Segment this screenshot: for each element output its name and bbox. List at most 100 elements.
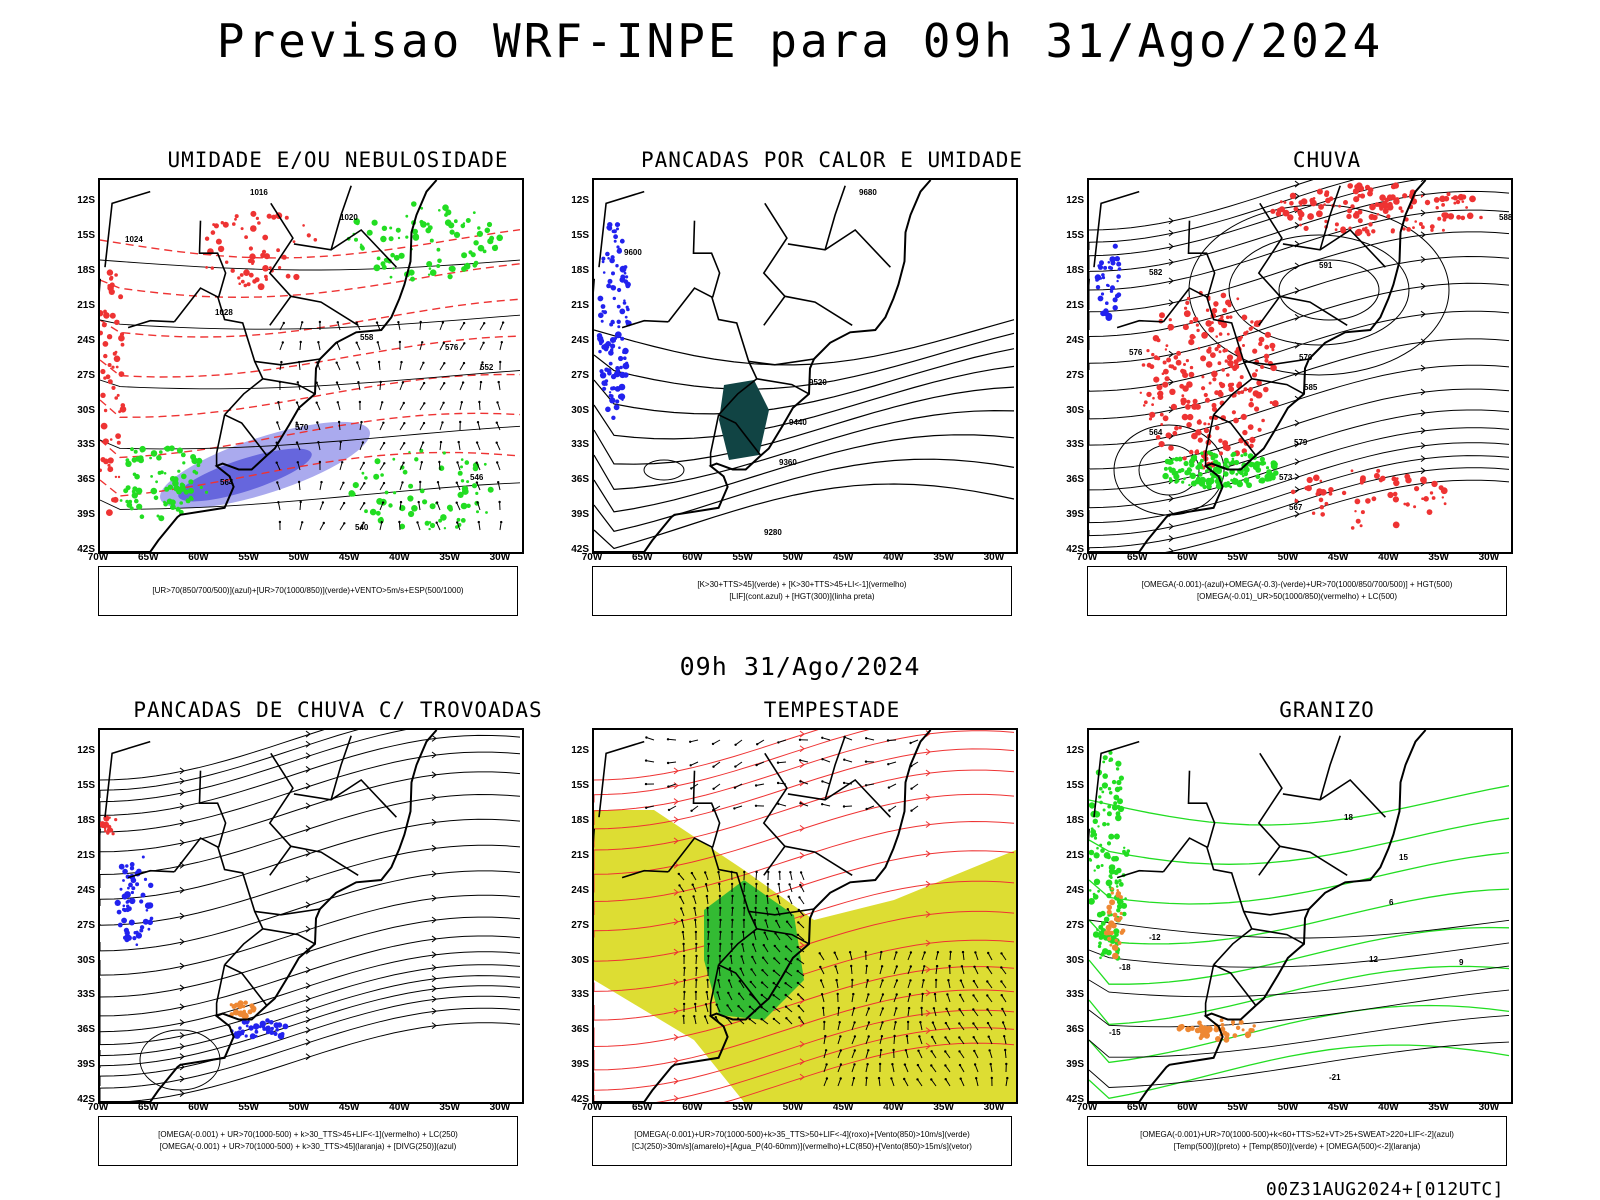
- wind-vector: [739, 967, 742, 970]
- streamline: [1089, 180, 1420, 270]
- lif-area: [614, 331, 622, 339]
- green-humidity-cell: [390, 252, 395, 258]
- pressure-contour: [100, 259, 521, 271]
- wind-vector: [788, 883, 791, 886]
- wind-vector: [798, 738, 802, 741]
- divergence-area: [273, 1031, 278, 1036]
- lif-area: [605, 406, 611, 413]
- rain-area: [1225, 299, 1231, 306]
- rain-area-green: [1264, 476, 1271, 482]
- stream-arrow: [1168, 350, 1174, 358]
- omega-area: [1199, 1023, 1203, 1027]
- wind-vector: [895, 965, 898, 968]
- wind-vector: [906, 1036, 909, 1045]
- rain-area: [1163, 368, 1169, 375]
- divergence-area: [140, 892, 146, 898]
- omega-area: [1213, 1026, 1220, 1033]
- wind-vector: [501, 321, 505, 324]
- wind-vector: [727, 991, 730, 995]
- wind-vector: [921, 980, 925, 989]
- contour-label: 576: [1129, 348, 1143, 357]
- rain-area: [1359, 193, 1366, 199]
- contour-label: 585: [1304, 383, 1318, 392]
- green-humidity-cell: [494, 244, 498, 249]
- green-humidity-cell: [496, 234, 504, 242]
- wind-vector: [443, 362, 446, 365]
- green-humidity-cell: [477, 226, 481, 230]
- stream-arrow: [1294, 419, 1300, 427]
- wind-vector: [734, 783, 743, 789]
- divergence-area: [240, 1029, 245, 1034]
- rain-area: [1211, 370, 1218, 378]
- wind-vector: [401, 381, 405, 384]
- rain-area: [1398, 206, 1403, 211]
- wind-vector: [797, 994, 805, 1001]
- lif-area: [601, 256, 606, 261]
- red-humidity-cell: [212, 223, 216, 227]
- wind-vector: [740, 968, 745, 977]
- stream-arrow: [799, 852, 805, 859]
- stream-arrow: [673, 837, 679, 845]
- wind-vector: [961, 966, 965, 975]
- stream-arrow: [431, 771, 437, 779]
- wind-vector: [756, 761, 765, 766]
- wind-vector: [986, 981, 993, 989]
- rain-area: [1359, 480, 1364, 485]
- streamline: [100, 1007, 521, 1102]
- border-line: [692, 770, 721, 848]
- green-humidity-cell: [398, 252, 405, 259]
- streamline-850: [594, 769, 1015, 870]
- contour-label: 12: [1369, 955, 1378, 964]
- lat-tick-label: 21S: [1066, 849, 1084, 861]
- divergence-area: [118, 863, 125, 870]
- green-humidity-cell: [128, 499, 133, 504]
- green-humidity-cell: [466, 480, 470, 484]
- green-humidity-cell: [411, 201, 417, 207]
- wind-vector: [276, 421, 279, 424]
- lon-tick-label: 50W: [1277, 1102, 1299, 1113]
- wind-vector: [766, 895, 769, 905]
- streamline: [100, 995, 521, 1086]
- wind-vector: [842, 781, 846, 785]
- wind-vector: [760, 1018, 763, 1021]
- wind-vector: [282, 321, 285, 325]
- rain-area: [1142, 404, 1146, 407]
- red-humidity-cell: [111, 365, 115, 369]
- lif-area: [623, 265, 628, 269]
- omega-area: [1223, 1036, 1230, 1043]
- rain-area: [1162, 360, 1167, 365]
- red-humidity-cell: [103, 353, 108, 359]
- wind-vector: [497, 481, 500, 484]
- lif-area: [602, 271, 606, 274]
- green-humidity-cell: [376, 498, 383, 505]
- forecast-time-title: 09h 31/Ago/2024: [679, 652, 921, 681]
- red-humidity-cell: [215, 238, 222, 245]
- wind-vector: [945, 1037, 951, 1045]
- lat-tick-label: 30S: [1066, 404, 1084, 416]
- wind-vector: [731, 907, 734, 917]
- rain-area-green: [1228, 461, 1233, 466]
- wind-vector: [495, 421, 498, 424]
- lat-tick-label: 39S: [1066, 509, 1084, 521]
- border-line: [762, 202, 788, 297]
- wind-vector: [934, 978, 938, 982]
- temp850-contour: [1089, 851, 1510, 905]
- wind-vector: [356, 342, 361, 351]
- wind-vector: [706, 978, 709, 982]
- wind-vector: [423, 402, 426, 405]
- rain-area: [1414, 220, 1417, 223]
- red-humidity-cell: [117, 475, 121, 479]
- wind-vector: [918, 1035, 921, 1038]
- red-humidity-cell: [238, 282, 241, 285]
- wind-vector: [461, 381, 465, 384]
- green-humidity-cell: [436, 247, 441, 252]
- wind-vector: [277, 502, 281, 511]
- wind-vector: [316, 421, 319, 424]
- streamline: [1089, 338, 1510, 420]
- streamline-850: [594, 1009, 1015, 1091]
- rain-area: [1360, 475, 1366, 481]
- wind-vector: [317, 441, 320, 444]
- rain-area: [1328, 487, 1334, 493]
- wind-vector: [774, 945, 781, 953]
